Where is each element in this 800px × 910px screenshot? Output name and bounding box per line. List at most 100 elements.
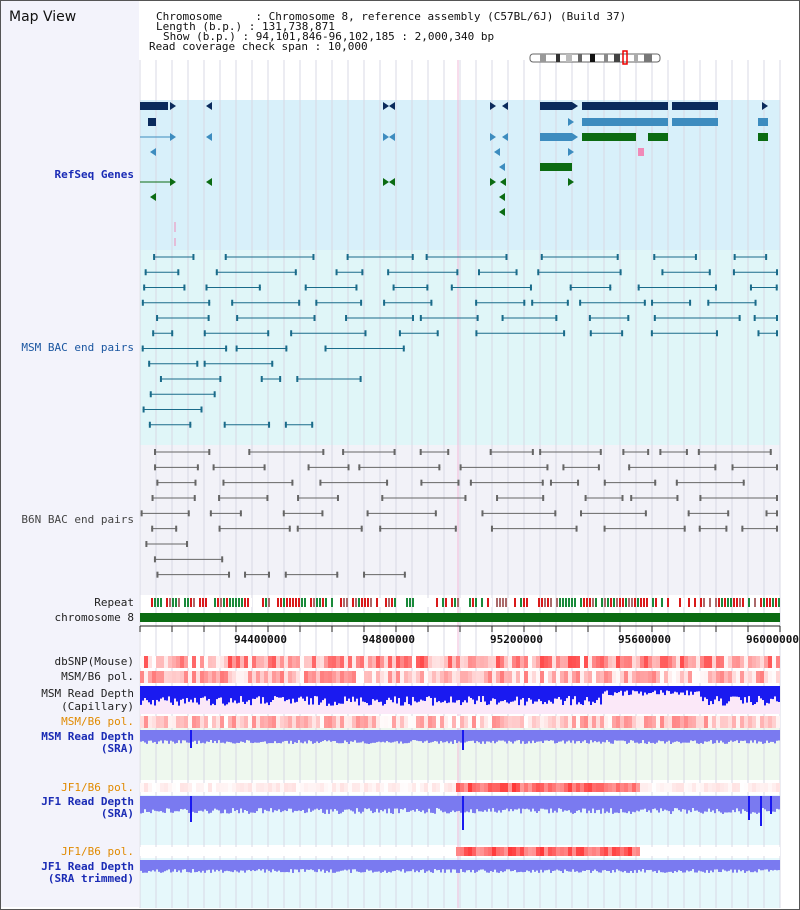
bac-end-marker <box>298 299 301 306</box>
heat-bin <box>520 847 524 856</box>
heat-bin <box>296 783 300 792</box>
heat-bin <box>588 716 592 728</box>
depth-bin <box>406 860 408 872</box>
track-label-jf1-depth-sra[interactable]: JF1 Read Depth <box>41 795 134 808</box>
depth-bin <box>192 860 194 870</box>
bac-end-marker <box>531 449 534 455</box>
repeat-element <box>730 598 732 607</box>
depth-bin <box>546 796 548 810</box>
depth-bin <box>590 860 592 873</box>
track-label-refseq[interactable]: RefSeq Genes <box>54 168 134 181</box>
bac-end-marker <box>727 510 730 517</box>
heat-bin <box>584 656 588 668</box>
depth-bin <box>580 730 582 744</box>
depth-bin <box>388 686 390 698</box>
bac-end-marker <box>599 449 602 455</box>
heat-bin <box>144 656 148 668</box>
heat-bin <box>520 783 524 792</box>
bac-end-marker <box>481 510 484 517</box>
bac-end-marker <box>177 269 180 276</box>
depth-bin <box>574 686 576 697</box>
depth-bin <box>396 796 398 809</box>
track-label-b6n-bac[interactable]: B6N BAC end pairs <box>21 513 134 526</box>
heat-bin <box>316 671 320 683</box>
track-label-msm-depth-sra[interactable]: MSM Read Depth <box>41 730 134 743</box>
track-label-msm-depth-cap[interactable]: MSM Read Depth <box>41 687 134 700</box>
heat-bin <box>440 783 444 792</box>
heat-bin <box>272 671 276 683</box>
depth-bin <box>180 860 182 873</box>
heat-bin <box>176 847 180 856</box>
depth-bin <box>510 686 512 702</box>
depth-bin <box>262 686 264 698</box>
depth-bin <box>706 796 708 812</box>
repeat-element <box>367 598 369 607</box>
repeat-element <box>643 598 645 607</box>
depth-bin <box>260 703 262 714</box>
depth-bin <box>574 696 576 714</box>
track-label-dbsnp[interactable]: dbSNP(Mouse) <box>54 655 134 668</box>
heat-bin <box>432 847 436 856</box>
depth-bin <box>200 686 202 699</box>
depth-bin <box>206 860 208 871</box>
depth-bin <box>550 686 552 702</box>
heat-bin <box>488 716 492 728</box>
depth-bin <box>330 860 332 870</box>
repeat-element <box>748 598 750 607</box>
depth-bin <box>212 686 214 704</box>
track-label-repeat[interactable]: Repeat <box>94 596 134 609</box>
heat-bin <box>320 783 324 792</box>
depth-bin <box>716 686 718 697</box>
depth-bin <box>692 796 694 809</box>
track-label-jf1-depth-trim[interactable]: JF1 Read Depth <box>41 860 134 873</box>
depth-bin <box>202 686 204 698</box>
heat-bin <box>228 716 232 728</box>
heat-bin <box>624 847 628 856</box>
repeat-element <box>538 598 540 607</box>
track-label-jf1-b6-pol-2[interactable]: JF1/B6 pol. <box>61 845 134 858</box>
depth-bin <box>320 796 322 809</box>
depth-bin <box>574 730 576 744</box>
depth-bin <box>744 697 746 714</box>
track-label-msm-bac[interactable]: MSM BAC end pairs <box>21 341 134 354</box>
depth-bin <box>532 796 534 809</box>
heat-bin <box>256 671 260 683</box>
depth-bin <box>718 701 720 714</box>
heat-bin <box>396 656 400 668</box>
heat-bin <box>532 783 536 792</box>
repeat-element <box>262 598 264 607</box>
depth-bin <box>238 860 240 873</box>
depth-bin <box>662 860 664 873</box>
heat-bin <box>408 847 412 856</box>
depth-bin <box>636 796 638 811</box>
track-label-msm-b6-pol-2[interactable]: MSM/B6 pol. <box>61 715 134 728</box>
heat-bin <box>264 783 268 792</box>
depth-bin <box>392 860 394 872</box>
depth-bin <box>486 705 488 714</box>
heat-bin <box>384 671 388 683</box>
track-label-msm-b6-pol[interactable]: MSM/B6 pol. <box>61 670 134 683</box>
depth-bin <box>694 686 696 692</box>
heat-bin <box>428 671 432 683</box>
track-label-jf1-b6-pol[interactable]: JF1/B6 pol. <box>61 781 134 794</box>
depth-bin <box>662 796 664 812</box>
depth-bin <box>206 730 208 742</box>
depth-bin <box>226 860 228 871</box>
heat-bin <box>640 671 644 683</box>
depth-bin <box>516 686 518 697</box>
heat-bin <box>364 847 368 856</box>
depth-bin <box>684 796 686 810</box>
track-label-chromosome[interactable]: chromosome 8 <box>54 611 134 624</box>
heat-bin <box>548 656 552 668</box>
depth-bin <box>684 860 686 873</box>
heat-bin <box>312 656 316 668</box>
heat-bin <box>200 671 204 683</box>
depth-bin <box>530 860 532 873</box>
depth-bin <box>420 796 422 812</box>
depth-bin <box>338 860 340 872</box>
heat-bin <box>368 716 372 728</box>
bac-end-marker <box>659 449 662 455</box>
depth-bin <box>278 796 280 810</box>
depth-bin <box>682 796 684 810</box>
